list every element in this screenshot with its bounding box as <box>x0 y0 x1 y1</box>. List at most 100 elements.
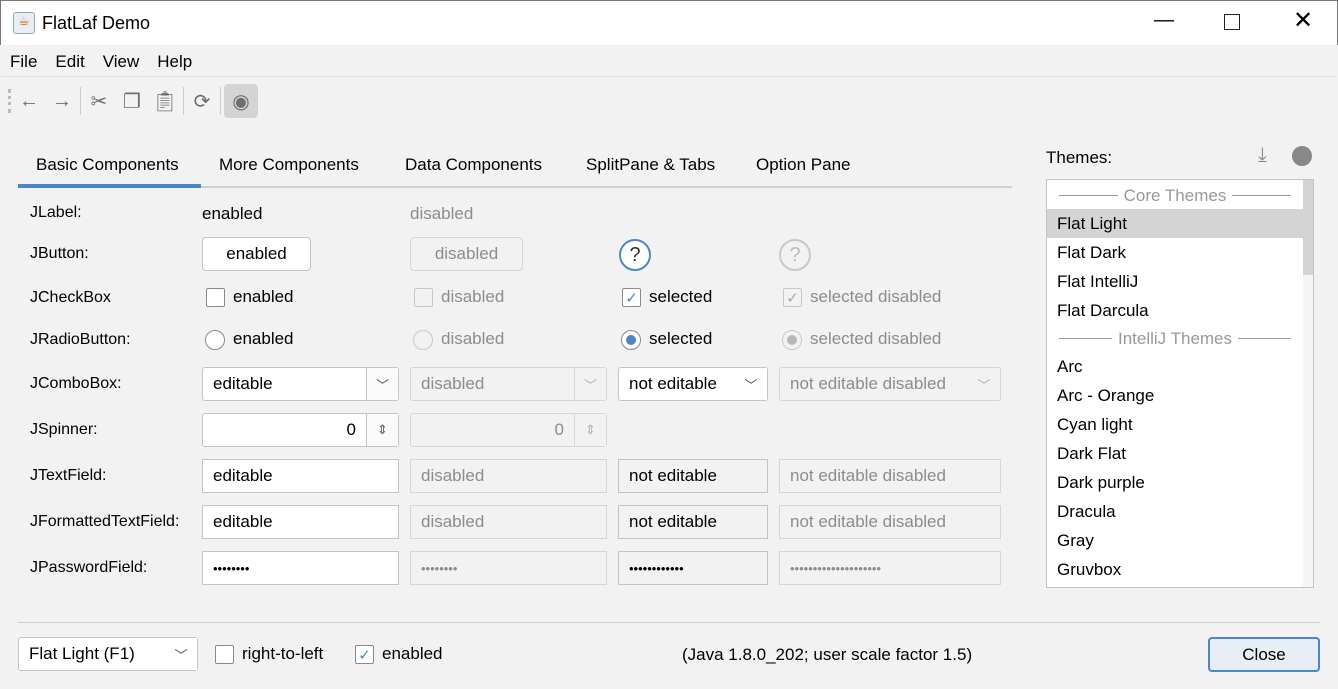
chevron-down-icon[interactable]: ﹀ <box>968 368 1000 400</box>
password-not-editable[interactable]: •••••••••••• <box>618 551 768 585</box>
theme-item[interactable]: Flat IntelliJ <box>1057 271 1139 291</box>
toolbar-grip[interactable] <box>8 89 11 113</box>
jlabel-label: JLabel: <box>30 204 82 221</box>
theme-item[interactable]: Cyan light <box>1057 414 1133 434</box>
checkbox-box[interactable] <box>206 288 225 308</box>
radio-disabled[interactable]: disabled <box>413 329 504 350</box>
menu-view[interactable]: View <box>102 52 140 71</box>
spinner-arrows-icon[interactable]: ⇕ <box>366 414 398 446</box>
themes-list[interactable]: Core Themes Flat Light Flat Dark Flat Intel… <box>1046 179 1314 588</box>
combo-value: not editable disabled <box>790 374 946 393</box>
close-button[interactable]: Close <box>1208 637 1320 672</box>
tab-option-pane[interactable]: Option Pane <box>756 155 851 174</box>
combo-value[interactable]: editable <box>213 374 273 393</box>
combo-disabled[interactable]: disabled ﹀ <box>410 367 607 401</box>
radio-text: selected <box>649 329 713 348</box>
back-icon[interactable]: ← <box>19 89 39 112</box>
chevron-down-icon[interactable]: ﹀ <box>574 368 606 400</box>
radio-circle[interactable] <box>205 329 225 350</box>
maximize-button[interactable] <box>1224 14 1240 30</box>
check-icon[interactable]: ✓ <box>622 288 641 308</box>
enabled-button[interactable]: enabled <box>202 237 311 271</box>
chevron-down-icon[interactable]: ﹀ <box>735 368 767 400</box>
password-not-editable-disabled[interactable]: •••••••••••••••••••• <box>779 551 1001 585</box>
formatted-disabled[interactable]: disabled <box>410 505 607 539</box>
formatted-not-editable-disabled[interactable]: not editable disabled <box>779 505 1001 539</box>
themes-scrollbar[interactable] <box>1303 180 1313 587</box>
theme-item[interactable]: Flat Light <box>1047 209 1303 238</box>
radio-selected-disabled[interactable]: selected disabled <box>782 329 941 350</box>
radio-text: enabled <box>233 329 294 348</box>
help-button-disabled[interactable]: ? <box>779 239 811 271</box>
download-icon[interactable]: ⤓ <box>1258 144 1267 166</box>
disabled-button[interactable]: disabled <box>410 237 523 271</box>
textfield-disabled[interactable]: disabled <box>410 459 607 493</box>
textfield-not-editable[interactable]: not editable <box>618 459 768 493</box>
refresh-icon[interactable]: ⟳ <box>193 90 211 113</box>
bottom-separator <box>18 622 1320 623</box>
password-disabled[interactable]: •••••••• <box>410 551 607 585</box>
theme-item[interactable]: Arc - Orange <box>1057 385 1155 405</box>
radio-enabled[interactable]: enabled <box>205 329 294 350</box>
spinner-disabled[interactable]: 0 ⇕ <box>410 413 607 447</box>
chevron-down-icon[interactable]: ﹀ <box>165 638 197 670</box>
enabled-label: enabled <box>382 644 443 663</box>
tab-data-components[interactable]: Data Components <box>405 155 543 174</box>
combo-not-editable-disabled[interactable]: not editable disabled ﹀ <box>779 367 1001 401</box>
radio-selected[interactable]: selected <box>621 329 712 350</box>
github-icon[interactable] <box>1292 146 1312 166</box>
tab-more-components[interactable]: More Components <box>219 155 359 174</box>
rtl-checkbox[interactable]: right-to-left <box>215 644 323 665</box>
combo-not-editable[interactable]: not editable ﹀ <box>618 367 768 401</box>
copy-icon[interactable]: ❐ <box>123 90 141 113</box>
tab-splitpane-tabs[interactable]: SplitPane & Tabs <box>586 155 716 174</box>
enabled-checkbox[interactable]: ✓ enabled <box>355 644 443 665</box>
formatted-not-editable[interactable]: not editable <box>618 505 768 539</box>
scrollbar-thumb[interactable] <box>1303 180 1313 275</box>
tab-basic-components[interactable]: Basic Components <box>36 155 179 174</box>
theme-item[interactable]: Dark purple <box>1057 472 1145 492</box>
theme-combo[interactable]: Flat Light (F1) ﹀ <box>18 637 198 671</box>
textfield-editable[interactable]: editable <box>202 459 399 493</box>
menu-help[interactable]: Help <box>157 52 193 71</box>
eye-icon[interactable]: ◉ <box>224 84 258 118</box>
radio-circle[interactable] <box>413 329 433 350</box>
checkbox-selected[interactable]: ✓ selected <box>622 287 712 308</box>
password-editable[interactable]: •••••••• <box>202 551 399 585</box>
checkbox-disabled[interactable]: disabled <box>414 287 504 308</box>
checkbox-box[interactable] <box>414 288 433 308</box>
java-app-icon: ☕ <box>13 12 35 34</box>
help-button[interactable]: ? <box>619 239 651 271</box>
textfield-not-editable-disabled[interactable]: not editable disabled <box>779 459 1001 493</box>
radio-circle[interactable] <box>782 329 802 350</box>
theme-item[interactable]: Dracula <box>1057 501 1116 521</box>
menu-file[interactable]: File <box>10 52 38 71</box>
radio-circle[interactable] <box>621 329 641 350</box>
theme-item[interactable]: Dark Flat <box>1057 443 1126 463</box>
close-window-button[interactable]: ✕ <box>1293 7 1314 34</box>
theme-item[interactable]: Flat Dark <box>1057 242 1126 262</box>
checkbox-text: selected disabled <box>810 287 942 306</box>
theme-item[interactable]: Arc <box>1057 356 1083 376</box>
check-icon[interactable]: ✓ <box>783 288 802 308</box>
paste-icon[interactable]: 📋︎ <box>152 90 178 113</box>
chevron-down-icon[interactable]: ﹀ <box>366 368 398 400</box>
menu-edit[interactable]: Edit <box>55 52 85 71</box>
cut-icon[interactable]: ✂ <box>90 90 108 113</box>
combo-editable[interactable]: editable ﹀ <box>202 367 399 401</box>
minimize-button[interactable]: — <box>1154 9 1174 31</box>
checkbox-box[interactable] <box>215 645 234 665</box>
checkbox-selected-disabled[interactable]: ✓ selected disabled <box>783 287 942 308</box>
toolbar: ← → ✂ ❐ 📋︎ ⟳ ◉ <box>8 84 258 118</box>
forward-icon[interactable]: → <box>52 89 72 112</box>
spinner-value[interactable]: 0 <box>346 420 356 439</box>
check-icon[interactable]: ✓ <box>355 645 374 665</box>
theme-item[interactable]: Flat Darcula <box>1057 300 1149 320</box>
spinner-arrows-icon[interactable]: ⇕ <box>574 414 606 446</box>
theme-item[interactable]: Gray <box>1057 530 1094 550</box>
spinner-value: 0 <box>554 420 564 439</box>
theme-item[interactable]: Gruvbox <box>1057 559 1122 579</box>
checkbox-enabled[interactable]: enabled <box>206 287 294 308</box>
formatted-editable[interactable]: editable <box>202 505 399 539</box>
spinner-enabled[interactable]: 0 ⇕ <box>202 413 399 447</box>
